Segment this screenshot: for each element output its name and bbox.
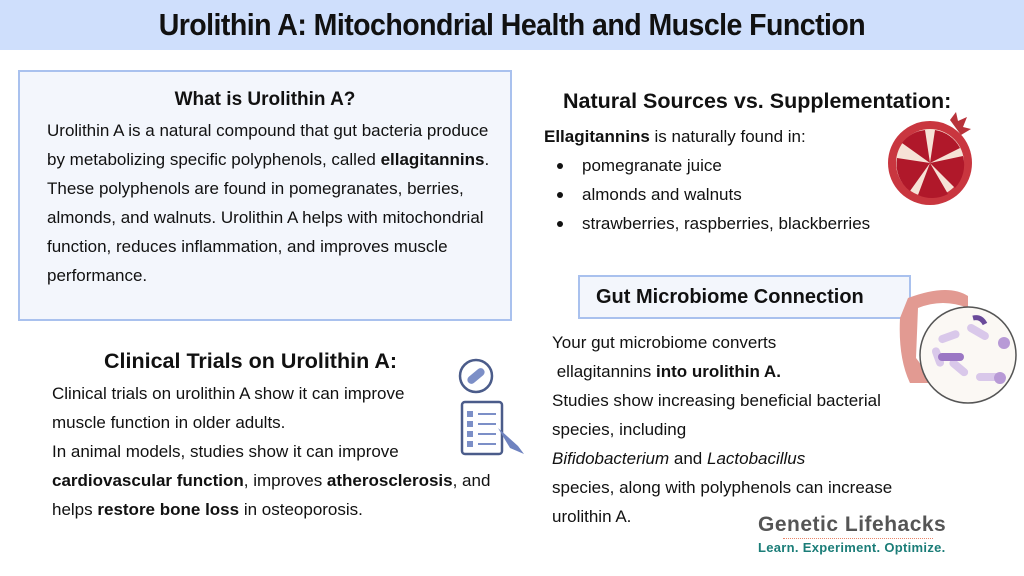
what-body: Urolithin A is a natural compound that g… bbox=[47, 116, 507, 290]
bold-text: ellagitannins bbox=[380, 150, 485, 169]
text: Your gut microbiome converts bbox=[552, 333, 777, 352]
what-heading: What is Urolithin A? bbox=[174, 89, 356, 110]
clinical-body: Clinical trials on urolithin A show it c… bbox=[52, 379, 490, 524]
bold-text: Ellagitannins bbox=[544, 127, 650, 146]
text: and bbox=[669, 449, 707, 468]
sources-heading: Natural Sources vs. Supplementation: bbox=[563, 89, 952, 113]
text: Urolithin A is a natural compound that g… bbox=[47, 121, 489, 169]
italic-text: Bifidobacterium bbox=[552, 449, 670, 468]
text: , improves bbox=[243, 471, 327, 490]
sources-body: Ellagitannins is naturally found in: pom… bbox=[544, 122, 904, 238]
bold-text: into urolithin A. bbox=[655, 362, 781, 381]
bold-text: cardiovascular function bbox=[52, 471, 244, 490]
text: in osteoporosis. bbox=[239, 500, 363, 519]
text: . These polyphenols are found in pomegra… bbox=[47, 150, 490, 285]
pomegranate-illustration bbox=[888, 112, 972, 205]
bold-text: restore bone loss bbox=[97, 500, 240, 519]
text: species, along with polyphenols can incr… bbox=[552, 478, 893, 526]
gut-heading-box: Gut Microbiome Connection bbox=[578, 275, 911, 319]
logo: Genetic Lifehacks Learn. Experiment. Opt… bbox=[758, 513, 946, 555]
logo-divider bbox=[783, 538, 933, 539]
bold-text: atherosclerosis bbox=[326, 471, 453, 490]
clinical-heading: Clinical Trials on Urolithin A: bbox=[104, 349, 398, 373]
list-item: almonds and walnuts bbox=[544, 180, 904, 209]
text: is naturally found in: bbox=[649, 127, 806, 146]
sources-list: pomegranate juice almonds and walnuts st… bbox=[544, 151, 904, 238]
text: Studies show increasing beneficial bacte… bbox=[552, 391, 881, 439]
logo-tagline: Learn. Experiment. Optimize. bbox=[758, 540, 946, 555]
what-is-box: What is Urolithin A? Urolithin A is a na… bbox=[18, 70, 512, 321]
list-item: strawberries, raspberries, blackberries bbox=[544, 209, 904, 238]
logo-name: Genetic Lifehacks bbox=[758, 513, 947, 536]
text: ellagitannins bbox=[552, 362, 656, 381]
text: , and helps bbox=[52, 471, 491, 519]
page-title: Urolithin A: Mitochondrial Health and Mu… bbox=[158, 7, 866, 42]
text: In animal models, studies show it can im… bbox=[52, 442, 399, 461]
gut-heading: Gut Microbiome Connection bbox=[596, 285, 864, 308]
gut-bacteria-illustration bbox=[899, 289, 1017, 404]
list-item: pomegranate juice bbox=[544, 151, 904, 180]
italic-text: Lactobacillus bbox=[706, 449, 806, 468]
title-bar: Urolithin A: Mitochondrial Health and Mu… bbox=[0, 0, 1024, 50]
clipboard-pill-illustration bbox=[458, 358, 524, 456]
text: Clinical trials on urolithin A show it c… bbox=[52, 384, 405, 432]
gut-body: Your gut microbiome converts ellagitanni… bbox=[552, 328, 952, 531]
